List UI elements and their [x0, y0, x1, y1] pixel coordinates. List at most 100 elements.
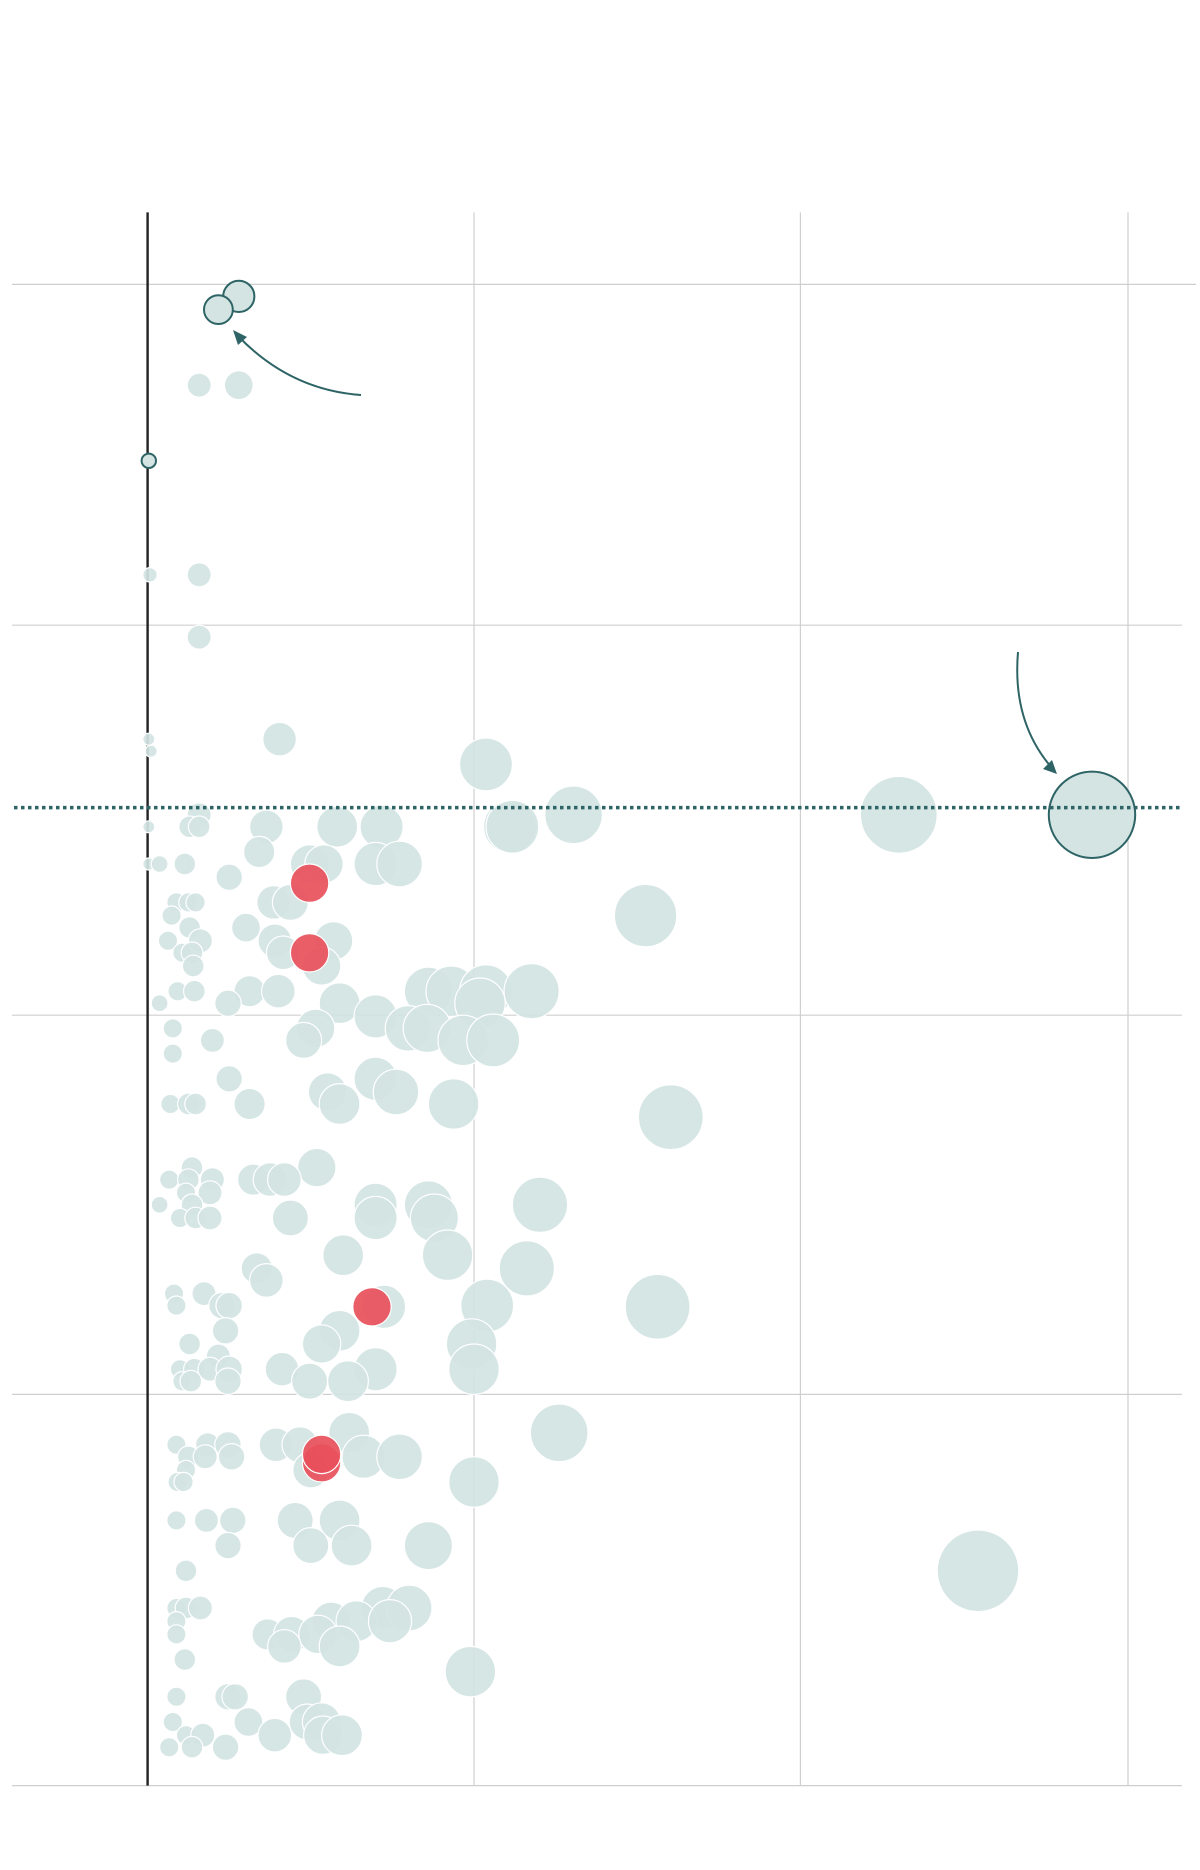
bubble: [182, 979, 206, 1003]
bubble: [187, 815, 211, 839]
bubble: [1047, 770, 1137, 859]
bubble: [613, 883, 678, 948]
bubble: [161, 905, 182, 926]
bubble: [187, 1595, 213, 1621]
bubble: [150, 1195, 169, 1214]
bubble: [162, 1018, 183, 1039]
bubble: [296, 1147, 337, 1188]
bubble: [448, 1343, 500, 1396]
bubble: [211, 1317, 240, 1345]
bubble: [181, 954, 205, 978]
bubble: [140, 452, 158, 469]
bubble: [144, 744, 158, 758]
bubble: [217, 1443, 246, 1471]
bubbles: [140, 279, 1137, 1761]
bubble: [166, 1686, 187, 1708]
bubble: [186, 562, 212, 588]
bubble: [376, 1433, 424, 1481]
bubble: [322, 1234, 365, 1277]
bubble: [166, 1624, 187, 1645]
bubble: [289, 932, 330, 973]
bubble: [292, 1526, 330, 1565]
bubble: [180, 1735, 204, 1759]
bubble: [466, 1013, 521, 1068]
bubble: [142, 820, 156, 834]
bubble: [157, 930, 179, 952]
bubble: [503, 963, 560, 1020]
bubble: [162, 1711, 183, 1733]
bubble: [318, 1625, 361, 1668]
bubble: [219, 1506, 247, 1535]
bubble: [637, 1084, 704, 1151]
bubble: [267, 1628, 302, 1664]
bubble: [262, 721, 298, 757]
bubble: [142, 732, 156, 746]
bubble: [859, 775, 938, 854]
bubble: [444, 1645, 497, 1698]
bubble: [162, 1043, 183, 1064]
bubble: [185, 892, 206, 913]
bubble: [330, 1524, 373, 1567]
bubble: [936, 1529, 1020, 1613]
bubble: [352, 1287, 392, 1327]
bubble: [158, 1736, 180, 1758]
bubble: [248, 1262, 284, 1298]
arrow-head: [1043, 760, 1057, 774]
bubble: [223, 370, 254, 401]
bubble: [485, 799, 540, 854]
bubble: [197, 1180, 223, 1206]
bubble: [459, 737, 514, 792]
bubble: [498, 1240, 555, 1297]
bubble: [179, 1369, 203, 1393]
bubble: [150, 994, 169, 1013]
bubble: [544, 785, 603, 845]
bubble: [178, 1332, 202, 1356]
bubble: [199, 1027, 225, 1054]
bubble: [142, 566, 158, 583]
bubble: [192, 1444, 218, 1470]
bubble: [173, 852, 197, 876]
bubble: [271, 1199, 309, 1237]
bubble: [193, 1507, 219, 1534]
bubble: [186, 372, 212, 398]
bubble: [291, 1362, 329, 1400]
grid: [12, 212, 1196, 1787]
bubble: [214, 1367, 242, 1395]
bubble: [215, 1291, 243, 1320]
bubble: [257, 1717, 293, 1753]
bubble: [186, 624, 212, 650]
arrow-heads: [233, 330, 1057, 774]
bubble: [372, 1068, 420, 1116]
bubble: [353, 1195, 398, 1241]
bubble: [184, 1092, 208, 1116]
bubble: [529, 1403, 589, 1463]
bubble: [376, 840, 424, 888]
bubble: [166, 1295, 187, 1316]
bubble: [243, 835, 276, 869]
bubble: [150, 854, 169, 873]
arrow: [1016, 651, 1053, 769]
annotation-arrows: [237, 335, 1053, 769]
bubble: [215, 863, 243, 891]
bubble: [403, 1520, 453, 1571]
bubble: [214, 1531, 242, 1560]
bubble: [215, 1065, 243, 1093]
bubble: [267, 1162, 302, 1197]
bubble: [367, 1598, 413, 1644]
bubble: [511, 1176, 569, 1234]
bubble: [327, 1360, 370, 1403]
bubble: [301, 1324, 342, 1364]
bubble: [233, 1087, 266, 1121]
bubble: [197, 1205, 223, 1231]
bubble: [427, 1078, 480, 1130]
bubble: [448, 1456, 500, 1508]
bubble: [421, 1229, 474, 1282]
bubble: [173, 1648, 197, 1671]
bubble: [174, 1559, 198, 1583]
arrow-head: [233, 330, 247, 345]
bubble: [173, 1471, 194, 1493]
bubble: [221, 1683, 249, 1711]
bubble: [203, 294, 234, 326]
